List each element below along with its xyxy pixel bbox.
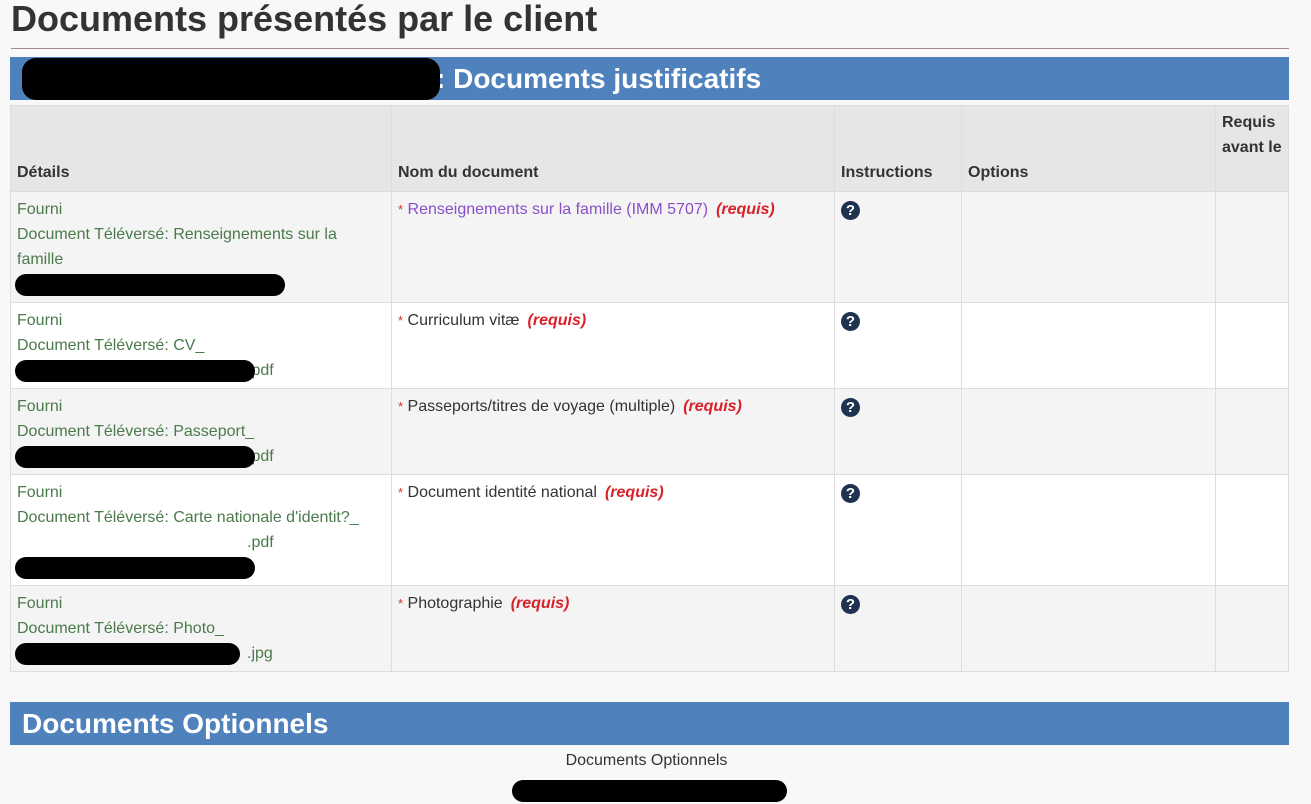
required-label: (requis) xyxy=(716,201,775,218)
required-asterisk: * xyxy=(398,485,404,500)
required-asterisk: * xyxy=(398,202,404,217)
document-name: Photographie xyxy=(407,595,503,612)
details-cell: Fourni Document Téléversé: Photo_ .jpg xyxy=(10,585,392,672)
instructions-cell: ? xyxy=(834,388,962,475)
table-row: Fourni Document Téléversé: Carte nationa… xyxy=(10,474,1289,586)
options-cell xyxy=(961,585,1216,672)
question-circle-icon[interactable]: ? xyxy=(841,398,860,417)
divider xyxy=(11,48,1289,49)
required-label: (requis) xyxy=(683,398,742,415)
question-circle-icon[interactable]: ? xyxy=(841,312,860,331)
required-asterisk: * xyxy=(398,313,404,328)
options-cell xyxy=(961,388,1216,475)
question-circle-icon[interactable]: ? xyxy=(841,201,860,220)
instructions-cell: ? xyxy=(834,474,962,586)
document-name-cell: * Photographie (requis) xyxy=(391,585,835,672)
status-text: Fourni xyxy=(17,595,63,612)
document-name[interactable]: Renseignements sur la famille (IMM 5707) xyxy=(407,201,709,218)
instructions-cell: ? xyxy=(834,585,962,672)
document-name: Curriculum vitæ xyxy=(407,312,520,329)
col-instructions: Instructions xyxy=(834,105,962,192)
col-required-before: Requis avant le xyxy=(1215,105,1289,192)
uploaded-label: Document Téléversé: Carte nationale d'id… xyxy=(17,509,359,526)
table-row: Fourni Document Téléversé: CV_ .pdf * Cu… xyxy=(10,302,1289,389)
table-row: Fourni Document Téléversé: Passeport_ .p… xyxy=(10,388,1289,475)
document-name-cell: * Document identité national (requis) xyxy=(391,474,835,586)
col-details: Détails xyxy=(10,105,392,192)
required-asterisk: * xyxy=(398,399,404,414)
uploaded-label: Document Téléversé: Photo_ xyxy=(17,620,224,637)
document-name: Passeports/titres de voyage (multiple) xyxy=(407,398,676,415)
uploaded-label: Document Téléversé: CV_ xyxy=(17,337,205,354)
uploaded-label: Document Téléversé: Renseignements sur l… xyxy=(17,226,337,268)
section-header-optionnels: Documents Optionnels xyxy=(10,702,1289,745)
document-name-cell: * Curriculum vitæ (requis) xyxy=(391,302,835,389)
details-cell: Fourni Document Téléversé: Renseignement… xyxy=(10,191,392,303)
col-options: Options xyxy=(961,105,1216,192)
required-asterisk: * xyxy=(398,596,404,611)
details-cell: Fourni Document Téléversé: CV_ .pdf xyxy=(10,302,392,389)
redaction xyxy=(15,557,255,579)
table-row: Fourni Document Téléversé: Renseignement… xyxy=(10,191,1289,303)
file-suffix: .pdf xyxy=(247,534,274,551)
redaction xyxy=(15,643,240,665)
document-name-cell: * Passeports/titres de voyage (multiple)… xyxy=(391,388,835,475)
required-before-cell xyxy=(1215,302,1289,389)
required-before-cell xyxy=(1215,585,1289,672)
instructions-cell: ? xyxy=(834,191,962,303)
details-cell: Fourni Document Téléversé: Carte nationa… xyxy=(10,474,392,586)
redaction xyxy=(22,58,440,100)
details-cell: Fourni Document Téléversé: Passeport_ .p… xyxy=(10,388,392,475)
required-before-cell xyxy=(1215,191,1289,303)
options-cell xyxy=(961,191,1216,303)
table-row: Fourni Document Téléversé: Photo_ .jpg *… xyxy=(10,585,1289,672)
uploaded-file[interactable]: Document Téléversé: Photo_ .jpg xyxy=(17,616,385,666)
required-before-cell xyxy=(1215,388,1289,475)
page-title: Documents présentés par le client xyxy=(11,0,598,39)
document-name: Document identité national xyxy=(407,484,597,501)
required-label: (requis) xyxy=(527,312,587,329)
question-circle-icon[interactable]: ? xyxy=(841,484,860,503)
status-text: Fourni xyxy=(17,484,63,501)
options-cell xyxy=(961,302,1216,389)
uploaded-label: Document Téléversé: Passeport_ xyxy=(17,423,255,440)
question-circle-icon[interactable]: ? xyxy=(841,595,860,614)
status-text: Fourni xyxy=(17,398,63,415)
file-suffix: .jpg xyxy=(247,645,273,662)
documents-table: Détails Nom du document Instructions Opt… xyxy=(10,105,1289,672)
status-text: Fourni xyxy=(17,312,63,329)
uploaded-file[interactable]: Document Téléversé: Renseignements sur l… xyxy=(17,222,385,272)
options-cell xyxy=(961,474,1216,586)
redaction xyxy=(15,274,285,296)
instructions-cell: ? xyxy=(834,302,962,389)
required-label: (requis) xyxy=(510,595,570,612)
uploaded-file[interactable]: Document Téléversé: Carte nationale d'id… xyxy=(17,505,385,555)
redaction xyxy=(15,446,255,468)
required-label: (requis) xyxy=(604,484,664,501)
required-before-cell xyxy=(1215,474,1289,586)
redaction xyxy=(15,360,255,382)
document-name-cell: * Renseignements sur la famille (IMM 570… xyxy=(391,191,835,303)
optional-caption: Documents Optionnels xyxy=(565,752,728,769)
section-title: : Documents justificatifs xyxy=(436,63,762,94)
status-text: Fourni xyxy=(17,201,63,218)
col-document-name: Nom du document xyxy=(391,105,835,192)
redaction xyxy=(512,780,787,802)
